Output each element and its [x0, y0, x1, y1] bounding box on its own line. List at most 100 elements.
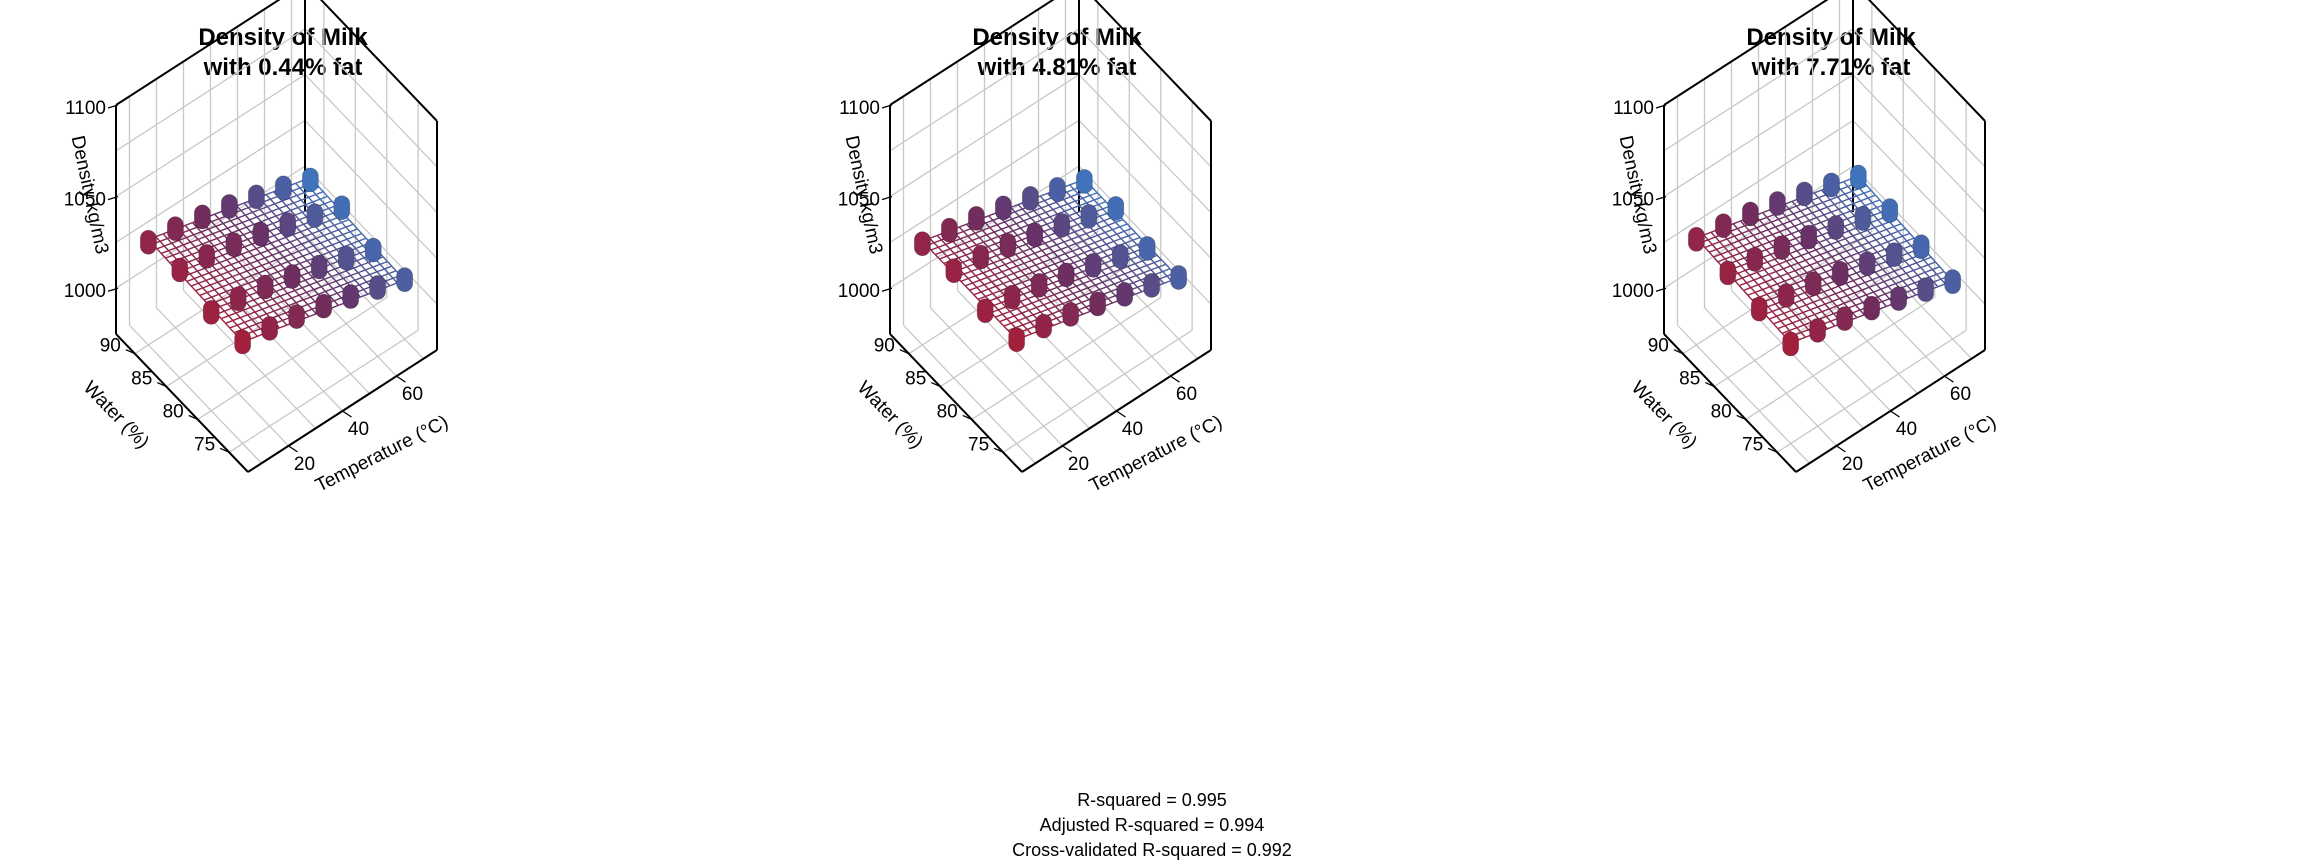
surface-mesh-line [1846, 250, 1852, 257]
surface-mesh-line [245, 258, 251, 265]
data-point [1831, 260, 1849, 286]
surface-mesh-line [1901, 235, 1908, 242]
surface-mesh-line [1827, 325, 1836, 330]
surface-mesh-line [243, 306, 251, 311]
surface-mesh-line [303, 223, 309, 230]
wall-gridline [1078, 28, 1212, 168]
surface-mesh-line [296, 194, 302, 201]
surface-mesh-line [287, 258, 296, 263]
surface-mesh-line [237, 214, 246, 219]
surface-mesh-line [1831, 256, 1837, 262]
surface-mesh-line [1868, 242, 1874, 248]
surface-mesh-line [219, 259, 228, 264]
surface-mesh-line [1075, 243, 1081, 249]
surface-mesh-line [1863, 192, 1869, 199]
surface-mesh-line [246, 299, 254, 304]
surface-mesh-line [1006, 318, 1012, 324]
surface-mesh-line [1800, 329, 1809, 334]
surface-mesh-line [330, 260, 339, 266]
surface-mesh-line [330, 232, 336, 238]
surface-mesh-line [282, 288, 289, 294]
surface-mesh-line [1100, 270, 1107, 276]
surface-mesh-line [223, 266, 229, 273]
surface-mesh-line [363, 257, 370, 263]
surface-mesh-line [1868, 286, 1875, 293]
surface-mesh-line [197, 238, 203, 245]
y-tick-label: 80 [163, 401, 184, 422]
surface-mesh-line [1028, 264, 1037, 269]
surface-mesh-line [273, 307, 282, 312]
data-point [1822, 172, 1840, 198]
surface-mesh-line [214, 213, 220, 220]
surface-mesh-line [1774, 303, 1781, 310]
surface-mesh-line [222, 295, 231, 300]
surface-mesh-line [303, 264, 312, 269]
data-point [1116, 281, 1134, 307]
surface-mesh-line [1125, 239, 1133, 244]
surface-mesh-line [279, 292, 288, 297]
surface-mesh-line [244, 290, 250, 296]
surface-mesh-line [348, 219, 354, 225]
surface-mesh-line [267, 250, 273, 256]
surface-mesh-line [334, 268, 340, 275]
z-tick [881, 195, 893, 201]
surface-mesh-line [1768, 315, 1777, 320]
surface-mesh-line [296, 238, 303, 245]
surface-mesh-line [1936, 270, 1945, 276]
y-tick [1705, 381, 1715, 388]
surface-mesh-line [1870, 189, 1877, 196]
surface-mesh-line [1133, 279, 1141, 284]
surface-mesh-line [1845, 205, 1851, 212]
surface-mesh-line [251, 319, 257, 325]
surface-mesh-line [274, 247, 281, 253]
surface-mesh-line [1792, 213, 1799, 219]
surface-mesh-line [1814, 311, 1823, 316]
z-tick [881, 287, 893, 292]
z-tick [1655, 195, 1667, 201]
surface-mesh-line [1902, 280, 1908, 287]
surface-mesh-line [249, 216, 258, 221]
surface-mesh-line [168, 250, 174, 256]
surface-mesh-line [1826, 280, 1835, 285]
surface-mesh-line [1099, 255, 1108, 260]
surface-mesh-line [298, 250, 304, 257]
surface-mesh-line [1106, 240, 1114, 245]
surface-mesh-line [250, 306, 256, 313]
surface-mesh-line [289, 241, 295, 248]
surface-mesh-line [1050, 298, 1059, 303]
surface-mesh-line [1075, 240, 1084, 245]
surface-mesh-line [1021, 208, 1028, 215]
surface-mesh-line [1908, 262, 1917, 267]
surface-mesh-line [1101, 236, 1110, 241]
surface-mesh-line [194, 243, 203, 248]
surface-mesh-line [242, 262, 251, 268]
surface-mesh-line [1126, 223, 1133, 229]
surface-mesh-line [965, 251, 974, 256]
surface-mesh-line [215, 225, 221, 232]
surface-mesh-line [257, 304, 263, 310]
surface-mesh-line [1782, 223, 1788, 230]
surface-mesh-line [244, 246, 250, 252]
surface-mesh-line [1005, 306, 1011, 312]
surface-mesh-line [1056, 241, 1065, 246]
surface-mesh-line [240, 282, 249, 287]
surface-mesh-line [1103, 290, 1112, 295]
surface-mesh-line [1904, 260, 1910, 267]
surface-mesh-line [1827, 251, 1833, 258]
surface-mesh-line [350, 275, 356, 281]
x-tick-label: 40 [348, 419, 369, 440]
surface-mesh-line [230, 261, 239, 266]
surface-mesh-line [994, 271, 1003, 276]
surface-mesh-line [1878, 231, 1884, 238]
surface-mesh-line [1799, 316, 1808, 321]
surface-mesh-line [1837, 241, 1843, 247]
surface-mesh-line [1004, 221, 1010, 227]
surface-mesh-line [1735, 248, 1741, 254]
surface-mesh-line [1776, 280, 1785, 285]
surface-mesh-line [1757, 281, 1766, 286]
surface-mesh-line [1053, 248, 1062, 253]
surface-mesh-line [182, 244, 189, 251]
surface-mesh-line [242, 234, 249, 240]
surface-mesh-line [1072, 219, 1079, 226]
surface-mesh-line [1115, 218, 1124, 224]
